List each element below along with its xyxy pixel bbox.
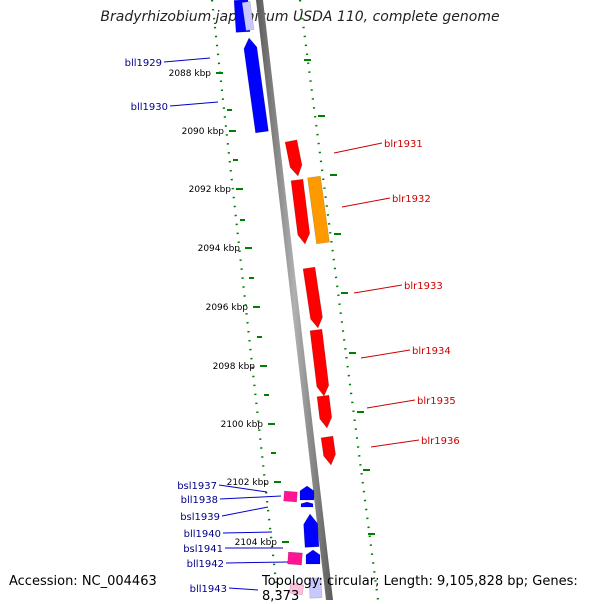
gene-orange (307, 175, 330, 245)
gene-bll1942 (305, 549, 321, 565)
leader-line-plus (341, 197, 391, 208)
gene-label-plus: blr1931 (384, 139, 423, 150)
dotted-guides (210, 0, 380, 600)
gene-label-minus: bll1929 (125, 58, 162, 69)
gene-label-plus: blr1934 (412, 346, 451, 357)
ruler-label: 2100 kbp (221, 420, 264, 430)
gene-blr1933 (302, 266, 323, 329)
labels: 2088 kbp 2090 kbp 2092 kbp 2094 kbp 2096 kbp… (125, 58, 460, 595)
gene-bll1943 (308, 577, 323, 599)
gene-label-plus: blr1935 (417, 396, 456, 407)
gene-label-minus: bll1940 (184, 529, 221, 540)
ruler-label: 2092 kbp (189, 185, 232, 195)
leader-line-minus (222, 531, 273, 534)
ruler-label: 2088 kbp (169, 69, 212, 79)
gene-label-minus: bll1942 (187, 559, 224, 570)
leader-line-plus (366, 399, 416, 409)
gene-bsl1939 (300, 501, 314, 508)
ruler-label: 2090 kbp (182, 127, 225, 137)
gene-bll1938 (299, 485, 315, 501)
map-title: Bradyrhizobium japonicum USDA 110, compl… (100, 9, 500, 25)
leader-line-minus (169, 101, 219, 107)
leader-line-minus (218, 484, 268, 493)
gene-label-plus: blr1933 (404, 281, 443, 292)
gene-bll1930 (243, 37, 269, 134)
gene-blr1931 (284, 139, 303, 177)
leader-line-minus (163, 57, 211, 63)
gene-bll1940 (303, 513, 320, 548)
gene-bsl1941 (287, 551, 303, 566)
gene-label-minus: bll1943 (190, 584, 227, 595)
backbone (256, 0, 333, 600)
leader-line-minus (225, 561, 289, 564)
leader-line-minus (221, 506, 269, 517)
ruler-label: 2104 kbp (235, 538, 278, 548)
gene-blr1935 (316, 394, 333, 429)
gene-label-minus: bll1930 (131, 102, 168, 113)
ruler-label: 2096 kbp (206, 303, 249, 313)
accession-label: Accession: NC_004463 (9, 574, 157, 589)
gene-blr1934 (309, 328, 330, 397)
gene-top-highlight (241, 1, 255, 31)
gene-label-minus: bll1938 (181, 495, 218, 506)
leader-line-plus (353, 284, 403, 294)
gene-features (233, 0, 336, 599)
gene-label-plus: blr1936 (421, 436, 460, 447)
gene-label-minus: bsl1941 (183, 544, 223, 555)
dotted-guide (298, 0, 380, 600)
leader-line-minus (219, 495, 282, 500)
leader-line-minus (228, 587, 259, 591)
label-leader-lines (163, 57, 420, 591)
ruler-label: 2094 kbp (198, 244, 241, 254)
leader-line-plus (370, 439, 420, 448)
gene-blr1932 (290, 178, 311, 245)
gene-bll1943-partial (288, 582, 305, 596)
ruler-label: 2102 kbp (227, 478, 270, 488)
leader-line-plus (333, 142, 383, 154)
gene-label-minus: bsl1937 (177, 481, 217, 492)
gene-label-plus: blr1932 (392, 194, 431, 205)
ruler-ticks (216, 59, 375, 543)
gene-blr1936 (320, 435, 336, 466)
ruler-label: 2098 kbp (213, 362, 256, 372)
leader-line-plus (360, 349, 411, 359)
gene-bsl1937 (283, 490, 298, 503)
gene-label-minus: bsl1939 (180, 512, 220, 523)
